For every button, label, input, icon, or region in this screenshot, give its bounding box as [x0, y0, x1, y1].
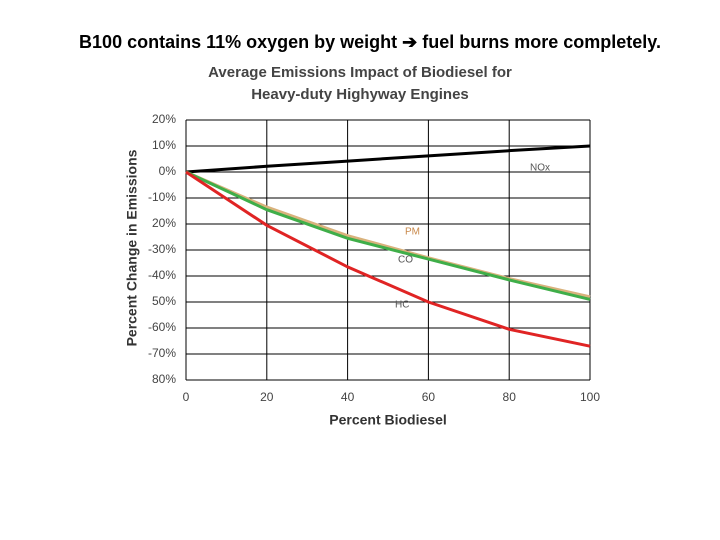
series-line	[185, 170, 591, 299]
x-tick-label: 100	[580, 390, 600, 404]
series-line	[185, 170, 591, 348]
y-tick-label: 10%	[152, 138, 176, 152]
headline: B100 contains 11% oxygen by weight ➔ fue…	[79, 32, 661, 52]
y-axis-label: Percent Change in Emissions	[124, 149, 140, 346]
x-tick-label: 80	[503, 390, 517, 404]
x-axis-label: Percent Biodiesel	[329, 412, 447, 428]
y-tick-label: 20%	[152, 216, 176, 230]
y-tick-label: 50%	[152, 294, 176, 308]
x-tick-label: 20	[260, 390, 274, 404]
chart-subtitle: Heavy-duty Highyway Engines	[251, 86, 469, 103]
y-tick-label: -10%	[148, 190, 176, 204]
y-tick-label: -70%	[148, 346, 176, 360]
series-line	[185, 144, 591, 174]
series-label: PM	[405, 227, 420, 238]
series-label: NOx	[530, 163, 550, 174]
series-label: CO	[398, 255, 413, 266]
y-tick-label: -30%	[148, 242, 176, 256]
y-tick-label: 80%	[152, 372, 176, 386]
y-tick-label: -40%	[148, 268, 176, 282]
x-tick-label: 40	[341, 390, 355, 404]
chart-title: Average Emissions Impact of Biodiesel fo…	[208, 64, 512, 81]
y-tick-label: 0%	[159, 164, 177, 178]
x-tick-label: 60	[422, 390, 436, 404]
series-label: HC	[395, 300, 409, 311]
y-tick-label: 20%	[152, 112, 176, 126]
x-tick-label: 0	[183, 390, 190, 404]
series-line	[185, 170, 591, 301]
y-tick-label: -60%	[148, 320, 176, 334]
